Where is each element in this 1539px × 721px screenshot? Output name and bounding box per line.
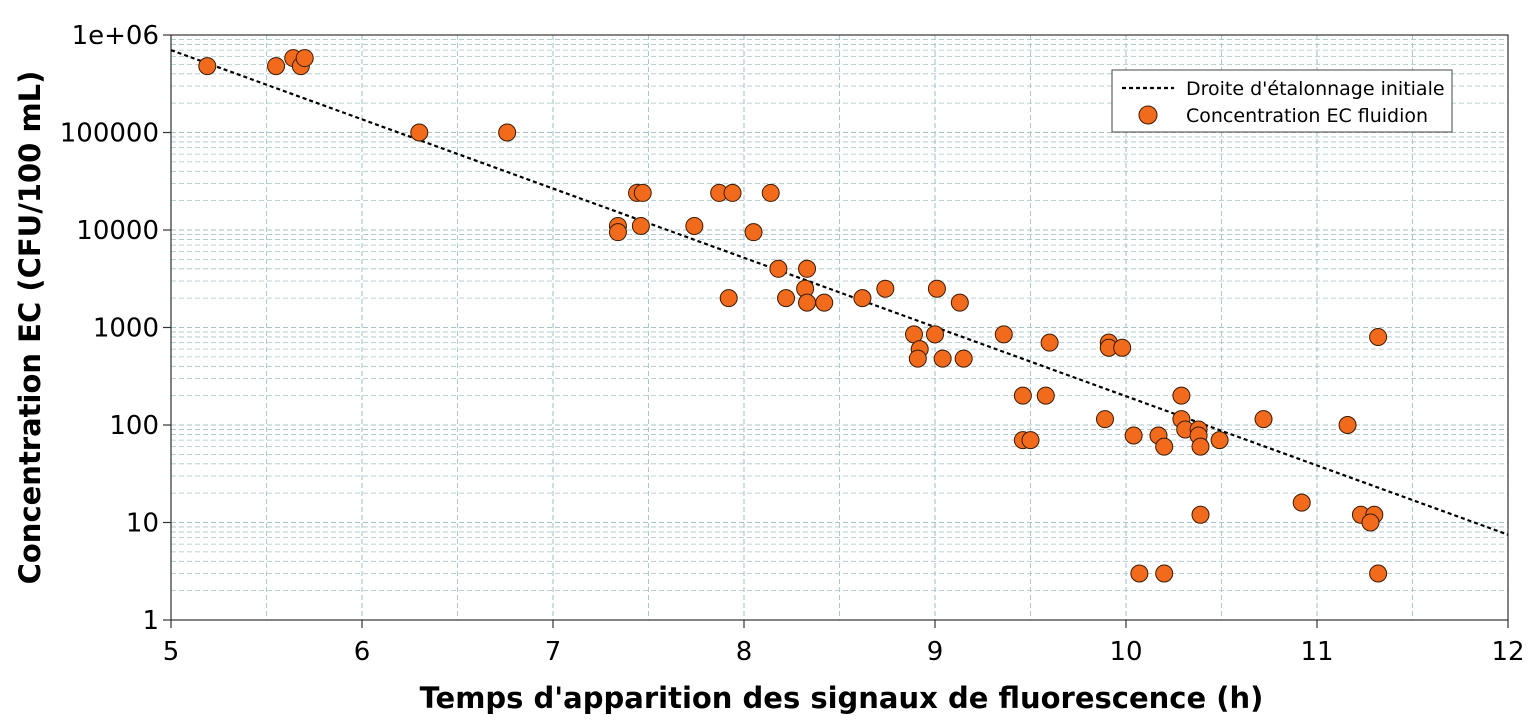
data-point [1113,338,1132,357]
data-point [927,279,946,298]
data-point [1130,564,1149,583]
axis-ticks: 5 6 7 8 9 10 11 12 1 10 100 1000 10000 100000 1e+06 [60,21,1525,667]
data-point [769,259,788,278]
grid [170,35,1509,621]
data-point [926,325,944,344]
data-point [1191,505,1210,524]
data-point [777,289,796,308]
x-axis-title: Temps d'apparition des signaux de fluore… [420,681,1264,715]
data-point [1124,426,1143,445]
calibration-line-group [170,49,1509,536]
y-tick-label: 1000 [93,314,159,344]
data-point [410,123,429,142]
y-tick-label: 100000 [60,119,159,149]
x-tick-label: 10 [1109,637,1142,667]
data-point [1021,431,1040,450]
data-point [1338,416,1357,434]
x-tick-label: 6 [354,637,371,667]
y-tick-label: 1e+06 [72,21,159,51]
data-point [1155,564,1174,583]
data-point [608,223,627,242]
data-point [908,349,927,368]
legend-entry-line: Droite d'étalonnage initiale [1186,78,1445,100]
data-point [1040,333,1059,352]
data-point [954,349,973,368]
data-point [950,293,969,312]
data-point [631,216,650,235]
y-tick-label: 10 [126,509,159,539]
data-point [744,223,763,242]
data-point [798,293,817,312]
data-point [1210,431,1229,450]
y-tick-label: 1 [142,606,159,636]
y-tick-label: 100 [109,411,159,441]
x-tick-label: 12 [1491,637,1524,667]
data-point [685,216,704,235]
data-point [267,57,286,76]
data-point [719,289,738,308]
x-tick-label: 7 [545,637,562,667]
legend: Droite d'étalonnage initiale Concentrati… [1111,69,1453,133]
y-axis-title: Concentration EC (CFU/100 mL) [13,71,47,585]
data-point [1155,437,1174,456]
data-point [1254,410,1273,429]
data-point [1013,386,1032,405]
x-tick-label: 8 [736,637,753,667]
data-point [761,183,780,202]
data-point [1292,493,1311,512]
x-tick-label: 5 [163,637,180,667]
y-tick-label: 10000 [76,216,159,246]
data-point [815,293,834,312]
data-point [1369,327,1388,346]
x-tick-label: 9 [927,637,944,667]
data-point [1369,564,1388,583]
data-point [933,349,952,368]
data-point [1361,513,1380,532]
data-point [1036,386,1055,405]
data-point [853,289,872,308]
data-point [633,183,652,202]
data-point [295,49,314,68]
data-point [723,183,742,202]
legend-box [1111,69,1453,133]
data-point [1172,386,1191,405]
legend-entry-points: Concentration EC fluidion [1186,105,1428,127]
data-point [1191,437,1210,456]
legend-point-swatch [1138,105,1158,125]
data-point [994,325,1013,344]
data-points [198,49,1388,583]
data-point [798,259,817,278]
calibration-line [170,49,1509,536]
data-point [498,123,517,142]
data-point [198,57,217,76]
x-tick-label: 11 [1300,637,1333,667]
data-point [1095,410,1114,429]
data-point [876,279,895,298]
